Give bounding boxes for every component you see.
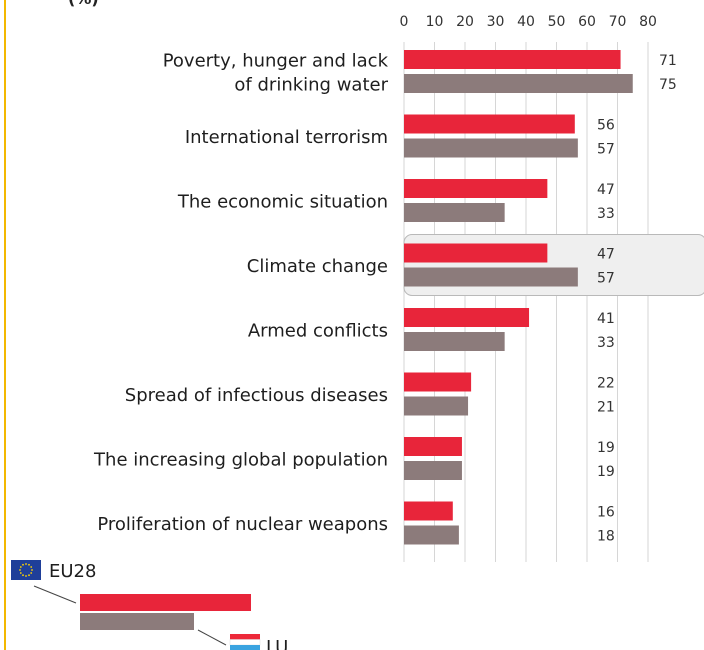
data-label: 56: [597, 118, 615, 134]
bar-lu: [404, 138, 578, 158]
bar-eu28: [404, 243, 548, 263]
bar-eu28: [404, 308, 530, 327]
legend-swatch-eu28: [80, 594, 251, 611]
x-tick-label: 20: [456, 14, 474, 30]
x-tick-label: 10: [426, 14, 444, 30]
x-tick-label: 60: [578, 14, 596, 30]
left-accent-rule: [4, 0, 6, 650]
data-label: 71: [659, 53, 677, 69]
category-labels: Poverty, hunger and lack of drinking wate…: [93, 51, 389, 536]
bar-lu: [404, 203, 505, 222]
category-label: The economic situation: [177, 192, 388, 213]
value-labels: 71 75 56 57 47 33 47 57 41 33 22 21 19 19 16 18: [597, 53, 677, 545]
data-label: 22: [597, 376, 615, 392]
data-label: 75: [659, 77, 677, 93]
data-label: 19: [597, 440, 615, 456]
x-tick-label: 50: [548, 14, 566, 30]
legend-swatch-lu: [80, 613, 194, 630]
bar-lu: [404, 332, 505, 351]
data-label: 33: [597, 206, 615, 222]
category-label: Armed conflicts: [248, 321, 388, 342]
bar-lu: [404, 525, 459, 545]
data-label: 16: [597, 505, 615, 521]
eu-star: [19, 572, 22, 574]
eu-star: [25, 575, 27, 577]
eu-star: [28, 574, 30, 577]
eu-star: [19, 566, 22, 568]
eu-flag-icon: [11, 560, 41, 580]
legend-connector: [33, 585, 77, 604]
data-label: 21: [597, 400, 615, 416]
category-label: The increasing global population: [93, 450, 388, 471]
category-label: International terrorism: [185, 127, 388, 148]
data-label: 19: [597, 464, 615, 480]
bar-lu: [404, 396, 469, 416]
eu-star: [30, 572, 33, 574]
bar-eu28: [404, 437, 462, 456]
bar-lu: [404, 267, 578, 287]
category-label: Poverty, hunger and lack: [163, 51, 389, 72]
category-label: Spread of infectious diseases: [125, 385, 388, 406]
data-label: 47: [597, 247, 615, 263]
x-tick-label: 40: [517, 14, 535, 30]
category-label: of drinking water: [234, 75, 388, 96]
legend-connector: [197, 629, 227, 646]
x-tick-label: 30: [487, 14, 505, 30]
data-label: 41: [597, 311, 615, 327]
eu-star: [28, 563, 30, 566]
bar-eu28: [404, 372, 472, 392]
bar-eu28: [404, 179, 548, 198]
bar-eu28: [404, 501, 453, 521]
legend: EU28 LU: [11, 560, 288, 650]
data-label: 57: [597, 271, 615, 287]
lu-flag-icon: [230, 634, 260, 640]
eu-star: [22, 563, 24, 566]
unit-label: (%): [68, 0, 99, 8]
bar-eu28: [404, 50, 621, 69]
x-axis-ticks: 0 10 20 30 40 50 60 70 80: [400, 14, 657, 30]
bar-eu28: [404, 114, 575, 134]
eu-star: [31, 569, 33, 571]
bar-lu: [404, 461, 462, 480]
data-label: 47: [597, 182, 615, 198]
data-label: 57: [597, 142, 615, 158]
data-label: 33: [597, 335, 615, 351]
legend-label-eu28: EU28: [49, 561, 96, 582]
eu-star: [19, 569, 21, 571]
category-label: Proliferation of nuclear weapons: [97, 514, 388, 535]
eu-star: [25, 563, 27, 565]
lu-flag-stripe: [229, 639, 261, 646]
legend-label-lu: LU: [266, 637, 288, 650]
category-label: Climate change: [247, 256, 388, 277]
lu-flag-stripe: [230, 645, 260, 650]
data-label: 18: [597, 529, 615, 545]
x-tick-label: 80: [639, 14, 657, 30]
bar-lu: [404, 74, 633, 93]
bars: [404, 50, 633, 545]
x-tick-label: 70: [609, 14, 627, 30]
x-tick-label: 0: [400, 14, 409, 30]
eu-star: [30, 566, 33, 568]
eu-star: [22, 574, 24, 577]
